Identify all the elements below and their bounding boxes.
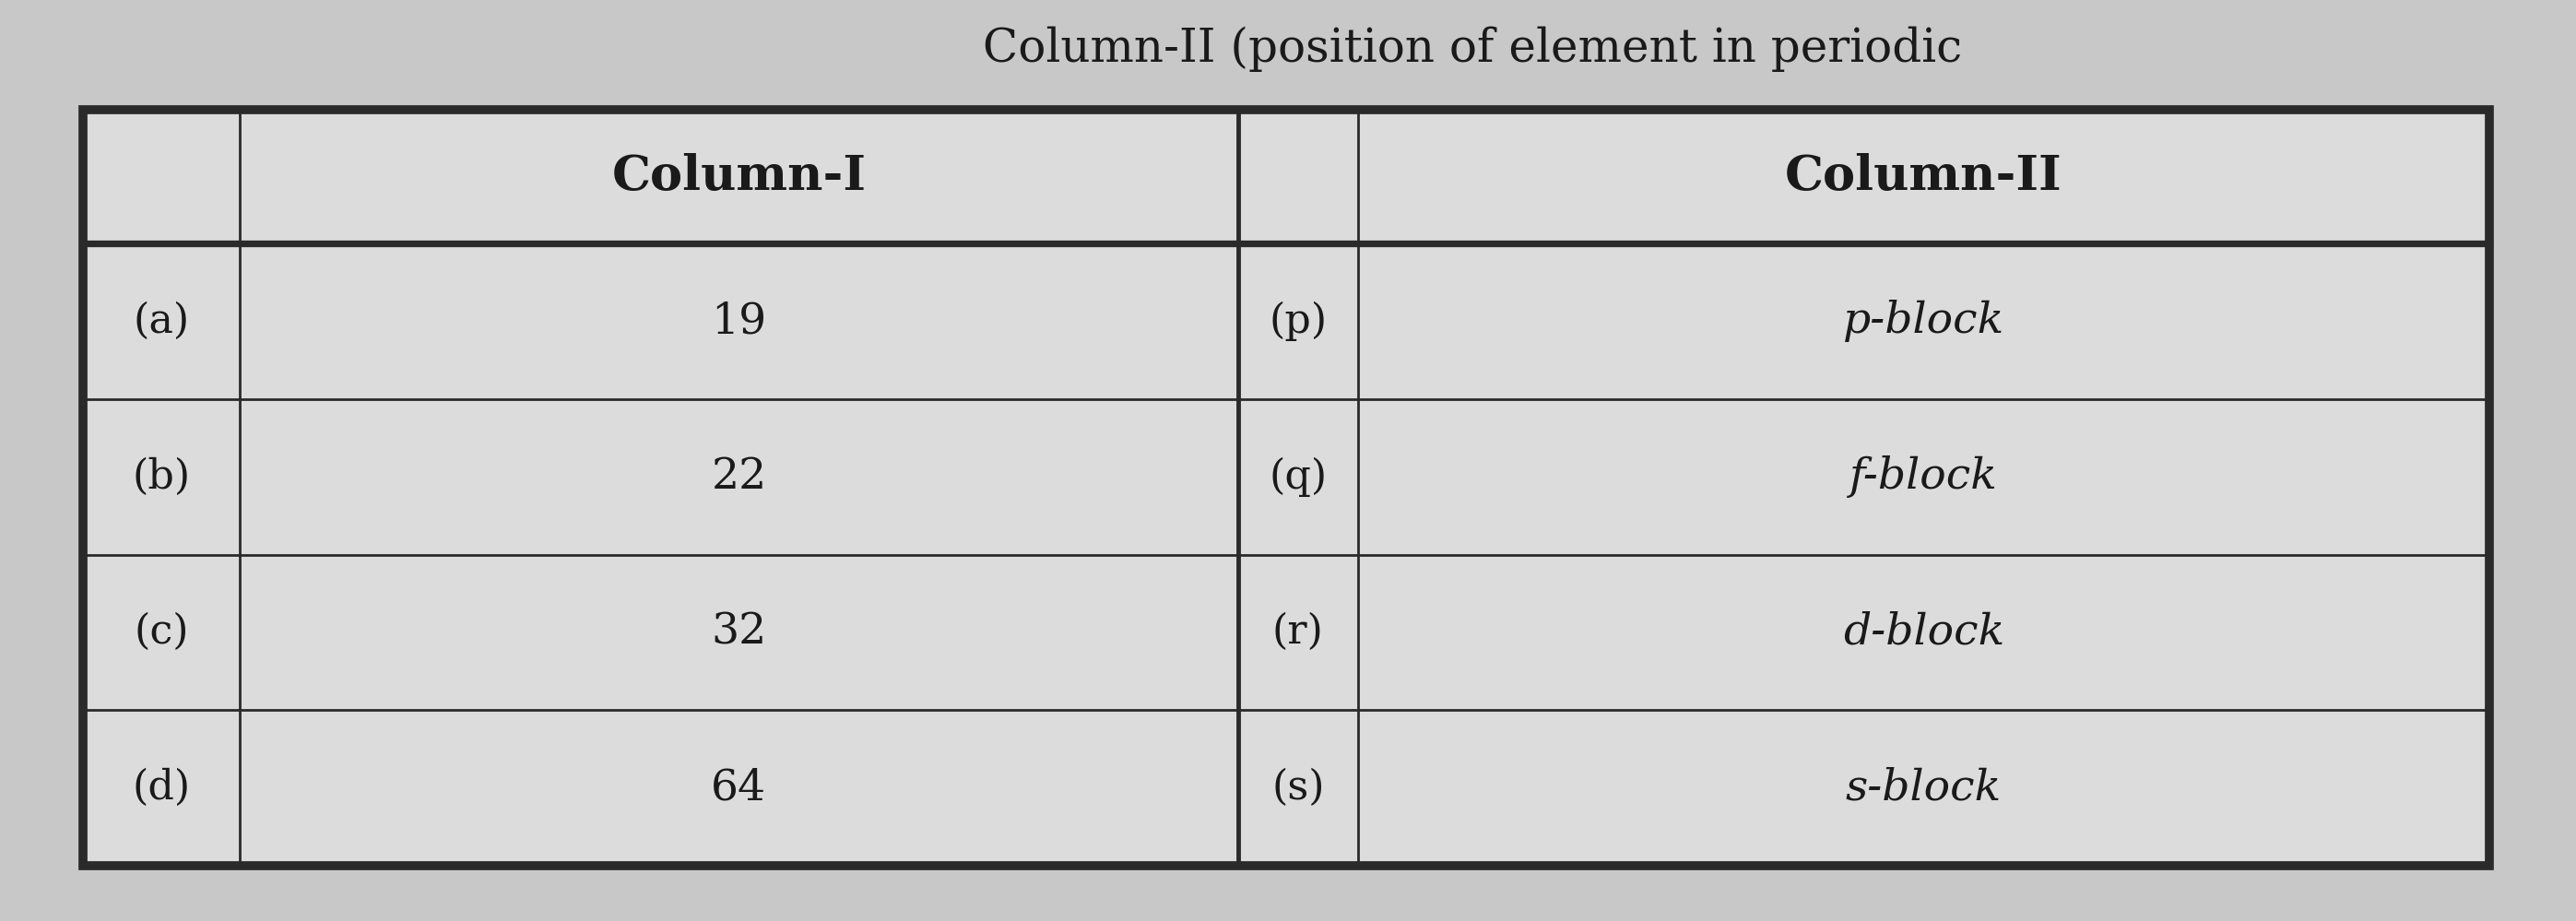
Text: Column-II: Column-II xyxy=(1785,153,2063,200)
Text: d-block: d-block xyxy=(1842,612,2004,653)
Text: (q): (q) xyxy=(1270,457,1327,496)
Bar xyxy=(82,110,2488,866)
Text: 64: 64 xyxy=(711,767,768,809)
Text: s-block: s-block xyxy=(1844,767,2002,809)
Text: p-block: p-block xyxy=(1842,300,2004,343)
Text: 19: 19 xyxy=(711,300,768,342)
Text: f-block: f-block xyxy=(1850,456,1999,498)
Text: (b): (b) xyxy=(131,457,191,496)
Text: (c): (c) xyxy=(134,612,188,652)
Text: Column-I: Column-I xyxy=(611,153,866,200)
Text: (p): (p) xyxy=(1270,301,1327,341)
Bar xyxy=(82,110,2488,866)
Text: Column-II (position of element in periodic: Column-II (position of element in period… xyxy=(984,27,1963,73)
Text: (a): (a) xyxy=(134,301,191,341)
Text: 32: 32 xyxy=(711,612,768,653)
Text: (d): (d) xyxy=(131,768,191,808)
Text: (s): (s) xyxy=(1273,768,1324,808)
Text: (r): (r) xyxy=(1273,612,1324,652)
Text: 22: 22 xyxy=(711,456,768,497)
